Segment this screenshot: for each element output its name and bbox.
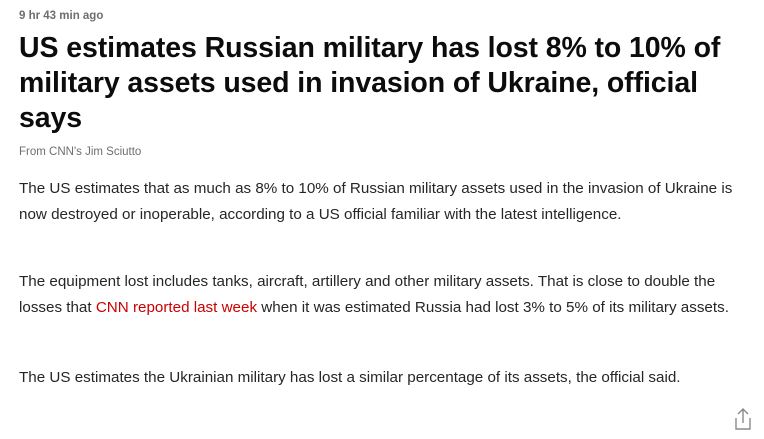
share-button[interactable]	[733, 407, 753, 431]
paragraph-1: The US estimates that as much as 8% to 1…	[19, 180, 733, 223]
cnn-reported-link[interactable]: CNN reported last week	[95, 299, 258, 316]
post-byline: From CNN's Jim Sciutto	[19, 146, 142, 158]
post-headline: US estimates Russian military has lost 8…	[19, 32, 721, 134]
paragraph-2-text-after: when it was estimated Russia had lost 3%…	[257, 299, 729, 316]
paragraph-3: The US estimates the Ukrainian military …	[19, 369, 681, 386]
post-timestamp: 9 hr 43 min ago	[19, 10, 104, 22]
share-icon	[735, 408, 751, 430]
paragraph-2: The equipment lost includes tanks, aircr…	[19, 269, 754, 321]
paragraph-2-text-before: The equipment lost includes tanks, aircr…	[19, 273, 716, 316]
